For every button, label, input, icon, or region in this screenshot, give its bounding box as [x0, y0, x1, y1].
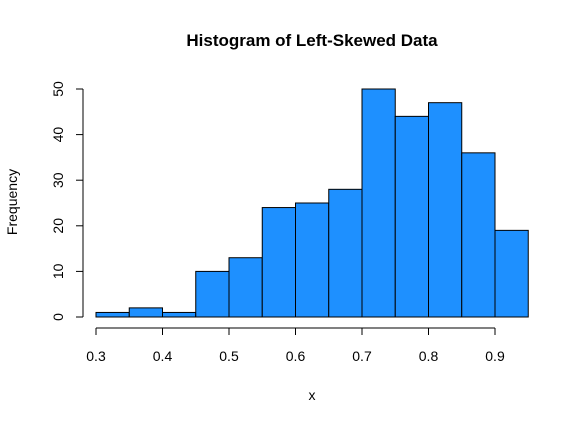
histogram-bar-11 [461, 152, 496, 318]
histogram-bar-6 [295, 202, 330, 318]
histogram-bar-7 [328, 188, 363, 318]
x-tick-label-6: 0.9 [485, 348, 505, 364]
histogram-bar-8 [361, 88, 396, 318]
x-tick-label-2: 0.5 [219, 348, 239, 364]
histogram-bar-5 [261, 207, 296, 318]
histogram-bar-10 [428, 102, 463, 318]
y-axis: 0 10 20 30 40 50 [50, 81, 84, 321]
histogram-bar-4 [228, 257, 263, 318]
x-tick-label-5: 0.8 [419, 348, 439, 364]
x-axis-label: x [309, 387, 316, 403]
histogram-bar-1 [128, 307, 163, 318]
y-tick-label-3: 30 [50, 172, 66, 188]
histogram-bar-2 [162, 311, 197, 318]
histogram-bar-0 [95, 311, 130, 318]
y-tick-label-1: 10 [50, 263, 66, 279]
y-axis-label: Frequency [4, 169, 20, 235]
y-tick-label-4: 40 [50, 127, 66, 143]
chart-title: Histogram of Left-Skewed Data [186, 31, 438, 50]
histogram-bar-3 [195, 270, 230, 318]
x-axis: 0.3 0.4 0.5 0.6 0.7 0.8 0.9 [86, 327, 505, 364]
x-tick-label-3: 0.6 [286, 348, 306, 364]
y-tick-label-5: 50 [50, 81, 66, 97]
x-tick-label-0: 0.3 [86, 348, 106, 364]
histogram-bars [95, 88, 529, 318]
histogram-bar-12 [494, 229, 529, 318]
y-tick-label-2: 20 [50, 218, 66, 234]
histogram-bar-9 [394, 115, 429, 318]
y-tick-label-0: 0 [50, 313, 66, 321]
x-tick-label-4: 0.7 [352, 348, 372, 364]
x-tick-label-1: 0.4 [153, 348, 173, 364]
